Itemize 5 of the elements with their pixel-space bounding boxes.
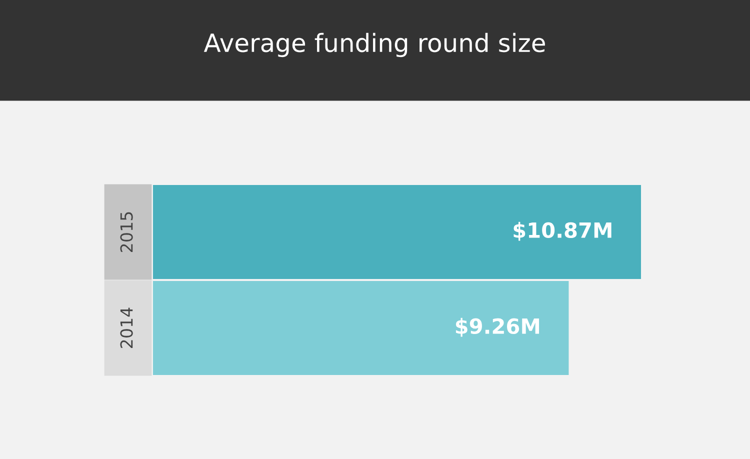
y-tick-label: 2015: [120, 212, 133, 252]
data-label: $9.26M: [456, 318, 540, 337]
chart-title: Average funding round size: [204, 32, 545, 58]
y-tick-label: 2014: [120, 308, 133, 348]
data-label: $10.87M: [514, 222, 612, 241]
